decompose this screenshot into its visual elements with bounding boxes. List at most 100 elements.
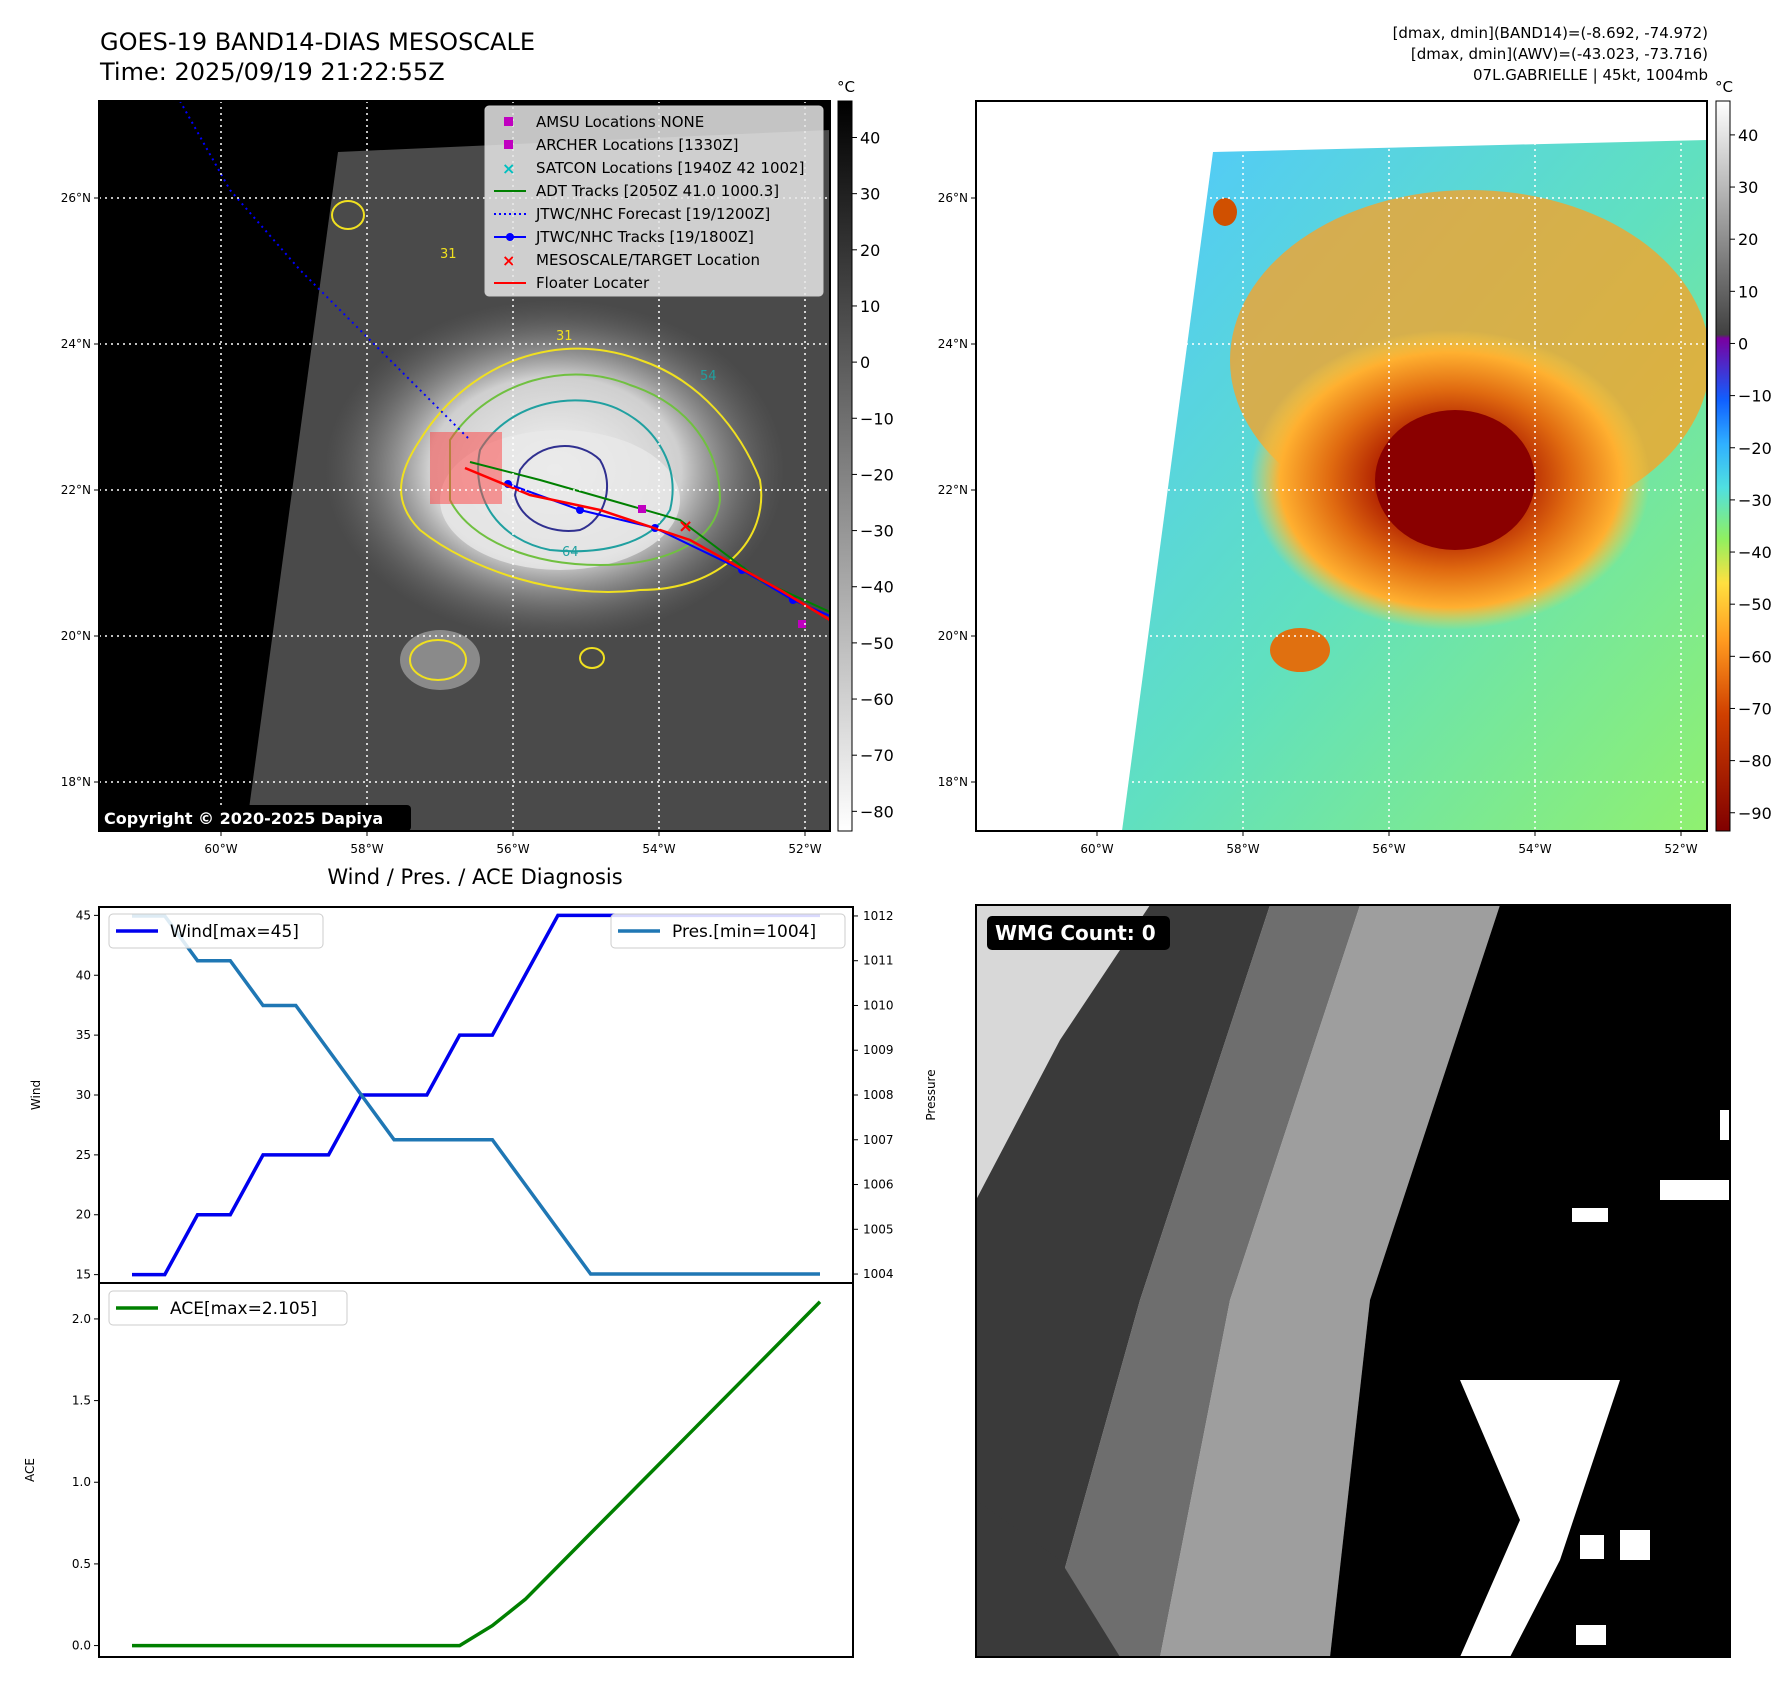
wind-legend-label: Wind[max=45] <box>170 922 299 942</box>
colorbar-tick: −40 <box>1738 543 1772 562</box>
series-line-ace <box>132 1300 822 1648</box>
lon-label: 58°W <box>350 842 383 856</box>
colorbar-tick: 40 <box>1738 126 1758 145</box>
figure-time: Time: 2025/09/19 21:22:55Z <box>99 58 445 86</box>
wind-ytick: 20 <box>76 1208 91 1222</box>
stats-band14: [dmax, dmin](BAND14)=(-8.692, -74.972) <box>1393 24 1708 42</box>
ace-ytick: 0.5 <box>72 1557 91 1571</box>
storm-info: 07L.GABRIELLE | 45kt, 1004mb <box>1473 66 1708 84</box>
wind-legend: Wind[max=45] <box>108 913 324 949</box>
lat-label: 20°N <box>938 629 968 643</box>
lon-label: 54°W <box>1518 842 1551 856</box>
wind-ylabel: Wind <box>29 1080 43 1110</box>
wind-pressure-chart: 15 20 25 30 35 40 45 1004 1005 1006 1007 1008 1009 10… <box>29 906 938 1284</box>
wmg-count: WMG Count: 0 <box>995 921 1156 945</box>
wind-ytick: 30 <box>76 1088 91 1102</box>
colorbar-tick: 30 <box>860 185 880 204</box>
colorbar-tick: −90 <box>1738 804 1772 823</box>
wind-ytick: 45 <box>76 908 91 922</box>
lon-label: 60°W <box>1080 842 1113 856</box>
lat-label: 26°N <box>61 191 91 205</box>
wind-ytick: 15 <box>76 1268 91 1282</box>
legend-marker: × <box>502 159 515 178</box>
wmg-band-dark <box>976 905 1270 1657</box>
contour-label: 31 <box>440 247 457 262</box>
wmg-band-mid <box>1040 905 1360 1657</box>
colorbar-tick: −10 <box>1738 387 1772 406</box>
colorbar-tick: −50 <box>860 634 894 653</box>
pressure-ytick: 1004 <box>863 1267 894 1281</box>
wind-ytick: 35 <box>76 1028 91 1042</box>
colorbar-color <box>1715 100 1731 832</box>
legend-marker <box>504 140 513 149</box>
lat-label: 20°N <box>61 629 91 643</box>
colorbar-tick: 40 <box>860 129 880 148</box>
copyright-text: Copyright © 2020-2025 Dapiya <box>104 809 383 828</box>
legend-label: JTWC/NHC Tracks [19/1800Z] <box>535 228 754 246</box>
ace-ytick: 0.0 <box>72 1639 91 1653</box>
legend-label: ARCHER Locations [1330Z] <box>536 136 739 154</box>
wmg-count-box <box>987 916 1170 950</box>
copyright-box <box>99 805 411 831</box>
ace-ytick: 1.5 <box>72 1394 91 1408</box>
colorbar-tick: 30 <box>1738 178 1758 197</box>
lon-label: 52°W <box>788 842 821 856</box>
legend-marker <box>504 117 513 126</box>
colorbar-tick: −60 <box>1738 647 1772 666</box>
lat-label: 24°N <box>61 337 91 351</box>
colorbar-tick: 10 <box>1738 282 1758 301</box>
stats-awv: [dmax, dmin](AWV)=(-43.023, -73.716) <box>1411 45 1708 63</box>
legend-label: Floater Locater <box>536 274 650 292</box>
target-marker: × <box>678 516 693 537</box>
series-line-pressure <box>132 914 820 1276</box>
wmg-band-light <box>1160 905 1500 1657</box>
contour-teal <box>477 399 674 553</box>
pressure-ytick: 1012 <box>863 909 894 923</box>
lat-label: 22°N <box>938 483 968 497</box>
lon-label: 56°W <box>1372 842 1405 856</box>
wmg-panel <box>976 905 1730 1657</box>
pressure-ytick: 1011 <box>863 954 894 968</box>
contour-yellow <box>400 347 763 593</box>
contour-label: 64 <box>562 545 579 560</box>
legend-label: SATCON Locations [1940Z 42 1002] <box>536 159 804 177</box>
legend-label: ADT Tracks [2050Z 41.0 1000.3] <box>536 182 779 200</box>
colorbar-gray-unit: °C <box>837 78 855 96</box>
lat-label: 26°N <box>938 191 968 205</box>
colorbar-tick: −60 <box>860 690 894 709</box>
lon-label: 56°W <box>496 842 529 856</box>
colorbar-gray <box>837 100 853 832</box>
pressure-ytick: 1005 <box>863 1222 894 1236</box>
pressure-ytick: 1007 <box>863 1133 894 1147</box>
colorbar-tick: −20 <box>860 465 894 484</box>
wind-plot-area <box>98 906 854 1284</box>
lon-label: 58°W <box>1226 842 1259 856</box>
colorbar-tick: −80 <box>1738 752 1772 771</box>
contour-label: 31 <box>556 329 573 344</box>
lat-label: 18°N <box>61 775 91 789</box>
colorbar-tick: 0 <box>1738 334 1748 353</box>
pressure-ytick: 1006 <box>863 1178 894 1192</box>
pressure-ytick: 1009 <box>863 1043 894 1057</box>
ace-chart: 0.0 0.5 1.0 1.5 2.0 ACE ACE[max=2.105] <box>23 1282 854 1658</box>
colorbar-tick: −80 <box>860 802 894 821</box>
wind-ytick: 25 <box>76 1148 91 1162</box>
lon-label: 52°W <box>1664 842 1697 856</box>
legend-label: JTWC/NHC Forecast [19/1200Z] <box>535 205 770 223</box>
ace-legend: ACE[max=2.105] <box>108 1290 348 1326</box>
awv-map-panel <box>976 101 1707 831</box>
pressure-legend-label: Pres.[min=1004] <box>672 922 816 942</box>
ace-ylabel: ACE <box>23 1458 37 1482</box>
archer-marker <box>638 505 646 513</box>
colorbar-tick: 20 <box>1738 230 1758 249</box>
diagnosis-title: Wind / Pres. / ACE Diagnosis <box>327 865 622 889</box>
contour-green <box>449 373 722 567</box>
figure-title: GOES-19 BAND14-DIAS MESOSCALE <box>100 28 535 56</box>
ace-ytick: 1.0 <box>72 1475 91 1489</box>
colorbar-tick: −50 <box>1738 595 1772 614</box>
map-legend: AMSU Locations NONE ARCHER Locations [133… <box>484 105 824 297</box>
ace-legend-label: ACE[max=2.105] <box>170 1299 317 1319</box>
pressure-ylabel: Pressure <box>924 1069 938 1120</box>
lat-label: 22°N <box>61 483 91 497</box>
ace-ytick: 2.0 <box>72 1312 91 1326</box>
